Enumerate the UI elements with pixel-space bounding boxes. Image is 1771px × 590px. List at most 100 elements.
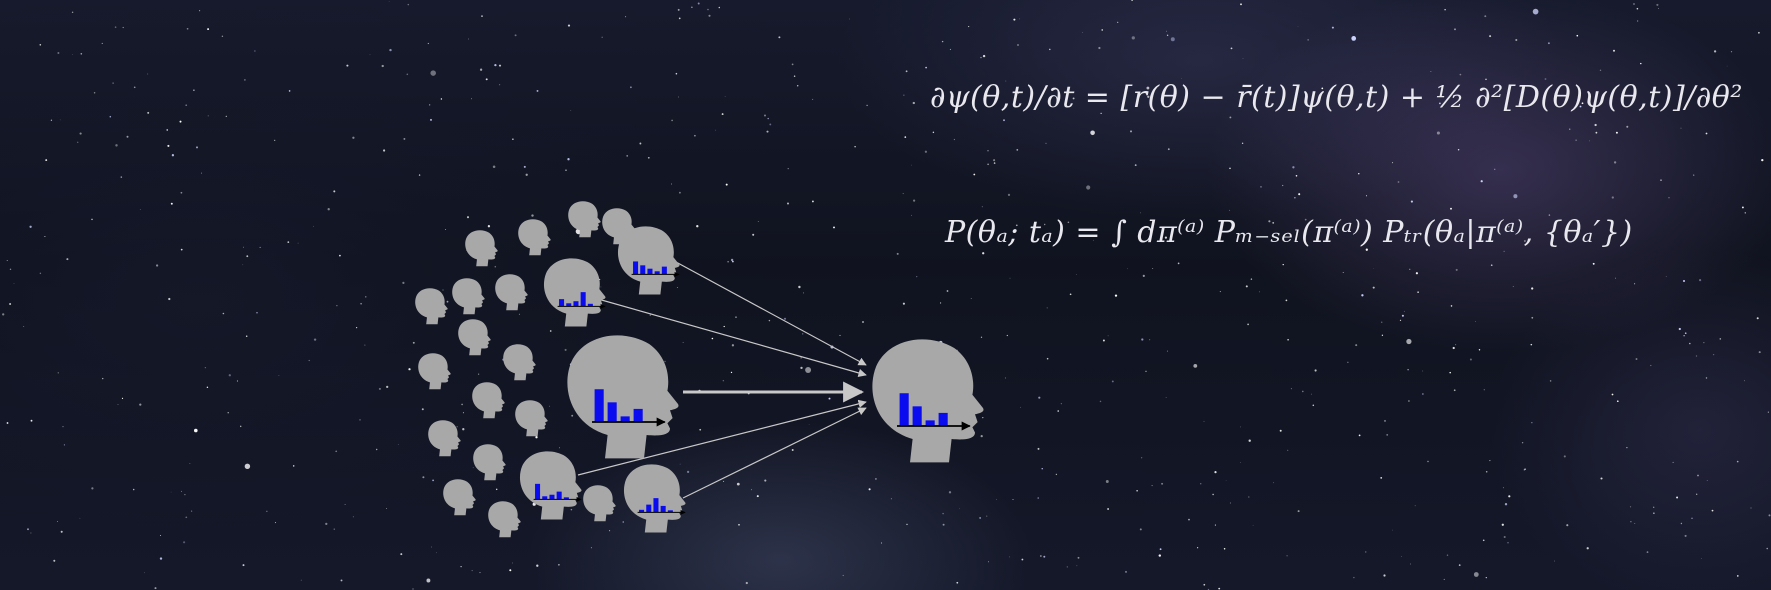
star xyxy=(711,337,714,340)
star xyxy=(1586,547,1589,550)
star xyxy=(1166,350,1168,352)
star xyxy=(1485,78,1487,81)
star xyxy=(1508,495,1511,498)
star xyxy=(764,479,767,482)
star xyxy=(1287,339,1289,341)
star xyxy=(793,75,796,77)
star xyxy=(117,403,119,406)
head-silhouette-icon xyxy=(568,201,601,238)
star xyxy=(481,15,483,17)
star xyxy=(1098,46,1101,50)
star xyxy=(333,190,336,193)
star xyxy=(549,330,552,332)
star xyxy=(53,559,56,562)
star xyxy=(1531,316,1534,319)
star xyxy=(122,26,124,29)
star xyxy=(1680,127,1682,129)
star xyxy=(730,371,733,374)
star xyxy=(679,191,681,194)
star xyxy=(408,368,411,371)
small-head xyxy=(443,479,476,516)
star xyxy=(120,176,123,178)
star xyxy=(222,312,225,315)
star xyxy=(1705,377,1708,379)
star xyxy=(1449,371,1451,374)
star xyxy=(766,130,769,133)
star xyxy=(738,523,740,526)
star xyxy=(988,561,990,563)
star xyxy=(609,530,611,532)
star xyxy=(1086,185,1091,190)
star xyxy=(228,374,231,377)
model-head xyxy=(623,464,686,533)
star xyxy=(1615,131,1618,134)
star xyxy=(1203,583,1206,586)
star xyxy=(1523,240,1526,242)
star xyxy=(678,17,681,20)
small-head xyxy=(415,288,448,325)
star xyxy=(723,480,725,482)
star xyxy=(910,164,912,166)
star xyxy=(1365,551,1367,553)
star xyxy=(1017,92,1020,94)
star xyxy=(902,302,905,305)
star xyxy=(1229,209,1231,211)
star xyxy=(1502,487,1504,489)
star xyxy=(1392,162,1394,164)
histogram-bar xyxy=(587,303,593,307)
star xyxy=(1635,358,1638,360)
model-head xyxy=(519,451,582,520)
star xyxy=(911,214,912,216)
star xyxy=(970,298,972,299)
star xyxy=(600,286,602,288)
star xyxy=(364,344,366,346)
star xyxy=(221,35,224,38)
star xyxy=(170,491,172,493)
star xyxy=(980,56,982,59)
star xyxy=(1611,196,1614,199)
star xyxy=(1314,369,1317,372)
star xyxy=(798,285,801,289)
star xyxy=(325,522,328,526)
head-silhouette-icon xyxy=(473,444,506,481)
star xyxy=(462,428,465,431)
star xyxy=(487,225,491,228)
star xyxy=(445,229,447,231)
star xyxy=(647,156,650,159)
star xyxy=(440,98,443,100)
star xyxy=(1040,555,1042,557)
star xyxy=(199,10,201,12)
star xyxy=(1193,364,1198,368)
star xyxy=(204,367,206,369)
star xyxy=(44,235,46,238)
star xyxy=(9,268,12,271)
star xyxy=(805,367,812,373)
star xyxy=(460,565,462,568)
star xyxy=(862,321,864,323)
head-silhouette-icon xyxy=(458,319,491,356)
star xyxy=(1037,447,1040,450)
star xyxy=(725,183,728,186)
star xyxy=(1297,510,1300,513)
star xyxy=(1242,57,1244,59)
star xyxy=(697,2,700,5)
star xyxy=(675,72,678,75)
star xyxy=(535,436,538,439)
star xyxy=(849,18,850,20)
star xyxy=(1130,130,1132,133)
star xyxy=(1381,334,1384,336)
star xyxy=(676,287,678,288)
star xyxy=(1469,358,1472,361)
star xyxy=(942,512,944,515)
star xyxy=(1165,397,1167,398)
star xyxy=(1589,140,1590,142)
star xyxy=(1020,406,1022,408)
model-head xyxy=(617,226,680,295)
star xyxy=(388,0,390,2)
star xyxy=(1646,551,1649,553)
star xyxy=(1581,102,1584,105)
star xyxy=(993,162,996,164)
star xyxy=(1547,42,1550,45)
star xyxy=(1248,439,1251,442)
star xyxy=(731,344,735,347)
